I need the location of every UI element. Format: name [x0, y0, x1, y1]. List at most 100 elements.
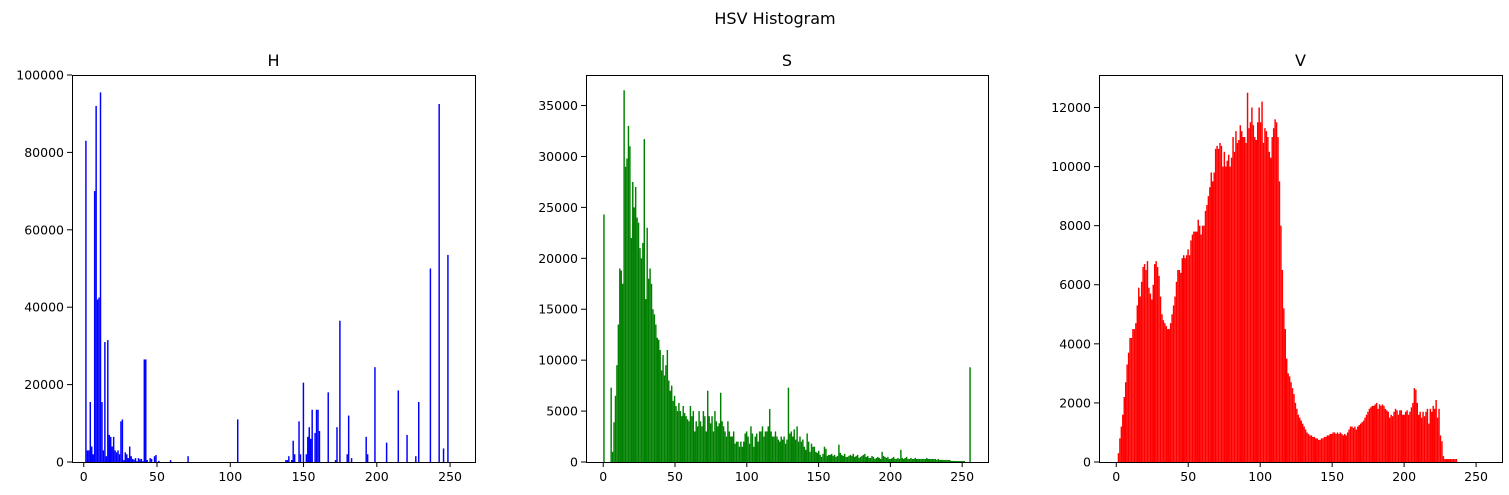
v-bar — [1277, 137, 1279, 463]
s-bar — [672, 400, 674, 462]
s-bar — [789, 433, 791, 462]
h-bar — [286, 460, 289, 462]
s-bar — [823, 446, 826, 462]
h-bar — [236, 419, 239, 462]
h-bar — [314, 432, 316, 462]
s-bar — [656, 337, 658, 462]
v-bar — [1346, 432, 1349, 462]
v-y-tick-label: 8000 — [1059, 218, 1091, 233]
s-bar — [721, 421, 723, 462]
s-bar — [663, 375, 666, 462]
s-bar — [689, 405, 692, 462]
v-bar — [1403, 414, 1405, 462]
s-bar — [761, 426, 764, 462]
s-bar — [868, 457, 870, 462]
s-bar — [652, 309, 654, 462]
v-bar — [1167, 329, 1169, 462]
s-bar — [636, 217, 638, 462]
v-bar — [1193, 231, 1195, 462]
v-bar — [1336, 432, 1339, 462]
s-bar — [688, 421, 690, 462]
s-bar — [885, 457, 888, 462]
v-bar — [1174, 296, 1176, 462]
v-bar — [1223, 151, 1226, 463]
s-bar — [655, 324, 657, 462]
s-bar — [763, 436, 765, 462]
v-bar — [1207, 196, 1210, 462]
s-bar — [777, 439, 780, 462]
v-bar — [1249, 122, 1252, 462]
s-bar — [879, 458, 882, 462]
s-bar — [887, 456, 889, 462]
s-bar — [828, 454, 830, 462]
s-bar — [921, 458, 924, 462]
s-bar — [659, 349, 661, 462]
v-bar — [1313, 436, 1316, 462]
h-bar — [142, 461, 144, 462]
s-bar — [918, 458, 921, 462]
s-bar — [936, 459, 938, 462]
v-bar — [1135, 323, 1137, 462]
v-bar — [1370, 407, 1372, 462]
v-bar — [1371, 405, 1374, 462]
h-bar — [317, 409, 319, 462]
v-bar — [1383, 405, 1385, 462]
v-bar — [1322, 438, 1324, 462]
s-x-tick-label: 0 — [599, 469, 607, 484]
v-bar — [1396, 410, 1398, 462]
v-bar — [1143, 264, 1146, 462]
v-bar — [1361, 422, 1363, 462]
v-bar — [1296, 408, 1298, 462]
s-bar — [930, 458, 932, 462]
v-bar — [1219, 142, 1221, 462]
v-bar — [1161, 314, 1163, 462]
h-histogram-plot: H 0 50 100 150 200 250 0 20000 40000 60000 80000 100… — [16, 51, 476, 484]
h-y-tick-label: 60000 — [24, 222, 64, 237]
s-bar — [841, 454, 843, 462]
h-bar — [146, 460, 148, 462]
s-bar — [911, 458, 914, 462]
v-bar — [1319, 439, 1321, 462]
s-bar — [662, 355, 664, 462]
v-bar — [1393, 411, 1395, 462]
v-bar — [1304, 429, 1307, 462]
v-bar — [1455, 459, 1458, 462]
s-bar — [792, 436, 794, 462]
v-bar — [1239, 125, 1242, 462]
v-bar — [1373, 405, 1375, 462]
s-bar — [878, 457, 880, 462]
s-bar — [895, 458, 898, 462]
s-bar — [953, 460, 955, 462]
v-bar — [1348, 429, 1350, 462]
s-bar — [732, 431, 735, 462]
s-bar — [809, 451, 811, 462]
v-bar — [1399, 410, 1401, 462]
v-bar — [1261, 101, 1263, 463]
v-bar — [1142, 267, 1144, 462]
h-bar — [120, 421, 122, 462]
v-bar — [1436, 417, 1439, 462]
h-bar — [292, 440, 294, 462]
v-bar — [1275, 122, 1278, 462]
s-bar — [799, 436, 801, 462]
v-bar — [1270, 157, 1272, 462]
v-bar — [1198, 225, 1201, 462]
v-bar — [1307, 433, 1310, 462]
v-bar — [1245, 142, 1247, 462]
s-bar — [957, 460, 960, 462]
v-bar — [1241, 131, 1243, 463]
h-bar — [288, 456, 290, 462]
h-bar — [438, 104, 440, 463]
v-bar — [1380, 405, 1382, 462]
s-bar — [701, 426, 703, 462]
s-bar — [623, 90, 625, 463]
s-bar — [660, 370, 663, 462]
h-bar — [131, 458, 134, 462]
h-bar — [334, 460, 337, 462]
v-bar — [1425, 411, 1427, 462]
v-bar — [1299, 417, 1301, 462]
v-x-tick-label: 100 — [1248, 469, 1272, 484]
h-bar — [311, 409, 313, 462]
s-bar — [852, 453, 855, 462]
